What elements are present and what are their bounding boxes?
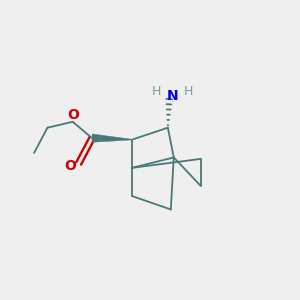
Text: O: O <box>68 108 79 122</box>
Polygon shape <box>92 134 132 142</box>
Text: H: H <box>151 85 160 98</box>
Text: N: N <box>167 89 178 103</box>
Text: H: H <box>183 85 193 98</box>
Text: O: O <box>64 159 76 173</box>
